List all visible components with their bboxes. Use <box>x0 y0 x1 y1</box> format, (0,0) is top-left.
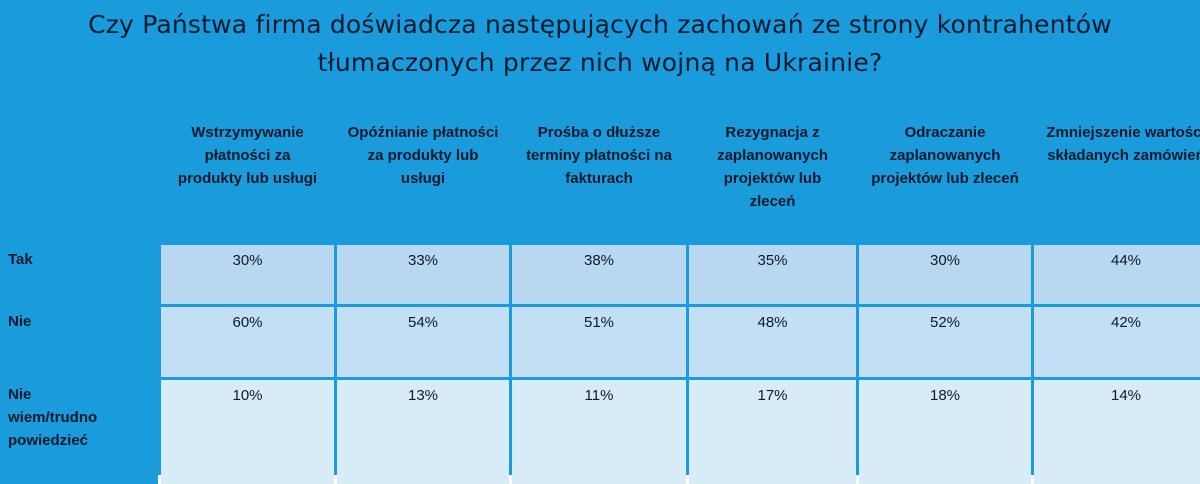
table-cell: 35% <box>689 245 856 304</box>
table-cell: 52% <box>859 307 1031 377</box>
table-cell: 30% <box>859 245 1031 304</box>
column-header: Opóźnianie płatności za produkty lub usł… <box>337 115 509 242</box>
title-bar: Czy Państwa firma doświadcza następujący… <box>0 0 1200 112</box>
row-label: Nie wiem/trudno powiedzieć <box>0 380 158 484</box>
data-table: Wstrzymywanie płatności za produkty lub … <box>0 115 1200 484</box>
column-header: Wstrzymywanie płatności za produkty lub … <box>161 115 334 242</box>
table-cell: 33% <box>337 245 509 304</box>
column-header: Zmniejszenie wartości składanych zamówie… <box>1034 115 1200 242</box>
table-cell: 44% <box>1034 245 1200 304</box>
table-cell: 18% <box>859 380 1031 484</box>
table-cell: 54% <box>337 307 509 377</box>
table-cell: 11% <box>512 380 686 484</box>
table-cell: 30% <box>161 245 334 304</box>
table-cell: 17% <box>689 380 856 484</box>
table-cell: 14% <box>1034 380 1200 484</box>
table-cell: 48% <box>689 307 856 377</box>
column-header: Prośba o dłuższe terminy płatności na fa… <box>512 115 686 242</box>
chart-title: Czy Państwa firma doświadcza następujący… <box>88 10 1112 77</box>
row-label: Nie <box>0 307 158 377</box>
table-corner <box>0 115 158 242</box>
table-cell: 42% <box>1034 307 1200 377</box>
column-header: Rezygnacja z zaplanowanych projektów lub… <box>689 115 856 242</box>
table-cell: 38% <box>512 245 686 304</box>
table-cell: 13% <box>337 380 509 484</box>
table-cell: 60% <box>161 307 334 377</box>
row-label: Tak <box>0 245 158 304</box>
table-cell: 10% <box>161 380 334 484</box>
table-cell: 51% <box>512 307 686 377</box>
column-header: Odraczanie zaplanowanych projektów lub z… <box>859 115 1031 242</box>
